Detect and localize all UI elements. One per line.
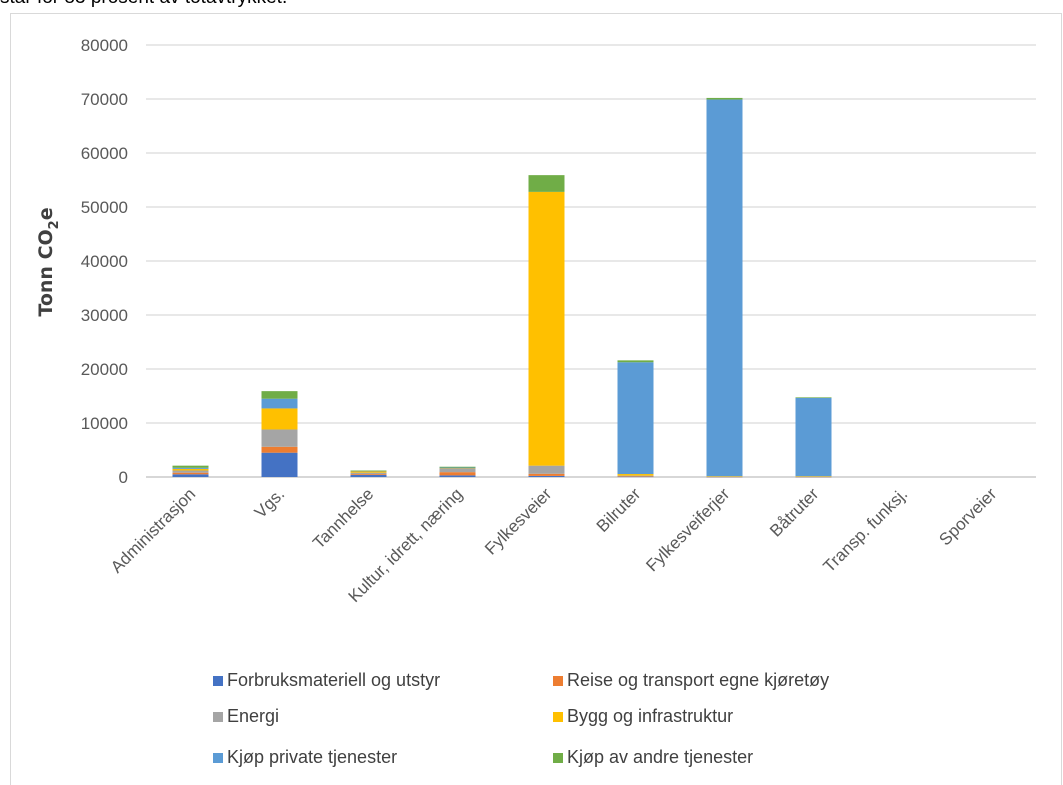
legend-label: Kjøp av andre tjenester <box>567 747 753 767</box>
y-axis-title-suffix: e <box>35 207 57 220</box>
bar-segment <box>439 468 476 473</box>
bar-segment <box>706 99 743 477</box>
bar-segment <box>439 467 476 469</box>
y-tick-label: 80000 <box>81 36 128 55</box>
bar-segment <box>350 470 387 472</box>
y-tick-label: 60000 <box>81 144 128 163</box>
legend-label: Energi <box>227 706 279 726</box>
bar-segment <box>172 465 209 468</box>
bar-segment <box>261 398 298 409</box>
legend-label: Forbruksmateriell og utstyr <box>227 670 440 690</box>
bars <box>172 97 832 478</box>
bar-segment <box>172 474 209 477</box>
x-tick-label: Fylkesveiferjer <box>642 484 733 575</box>
legend-swatch <box>213 676 223 686</box>
bar-segment <box>350 474 387 477</box>
bar-segment <box>795 397 832 398</box>
bar-segment <box>617 476 654 477</box>
y-tick-label: 30000 <box>81 306 128 325</box>
bar-segment <box>706 476 743 477</box>
bar-segment <box>439 475 476 477</box>
y-tick-label: 20000 <box>81 360 128 379</box>
legend-swatch <box>553 712 563 722</box>
bar-segment <box>528 465 565 474</box>
legend-swatch <box>553 753 563 763</box>
page-caption: står for 83 prosent av totavtrykket. <box>0 0 287 9</box>
bar-segment <box>350 472 387 475</box>
y-axis-title-sub: 2 <box>47 220 62 229</box>
bar-segment <box>706 97 743 100</box>
y-tick-label: 70000 <box>81 90 128 109</box>
bar-segment <box>172 470 209 473</box>
bar-segment <box>528 175 565 192</box>
bar-segment <box>528 473 565 476</box>
y-tick-label: 50000 <box>81 198 128 217</box>
x-tick-label: Bilruter <box>593 484 645 536</box>
y-tick-label: 40000 <box>81 252 128 271</box>
legend-swatch <box>213 753 223 763</box>
bar-segment <box>261 446 298 453</box>
bar-segment <box>617 475 654 477</box>
legend-label: Kjøp private tjenester <box>227 747 397 767</box>
y-tick-label: 10000 <box>81 414 128 433</box>
bar-segment <box>350 474 387 475</box>
bar-segment <box>617 474 654 476</box>
bar-segment <box>617 362 654 475</box>
bar-segment <box>261 408 298 430</box>
bar-segment <box>439 472 476 476</box>
x-tick-label: Tannhelse <box>309 484 377 552</box>
bar-segment <box>795 476 832 477</box>
bar-segment <box>261 429 298 447</box>
x-tick-label: Båtruter <box>766 484 822 540</box>
x-tick-label: Administrasjon <box>107 484 199 576</box>
legend-swatch <box>553 676 563 686</box>
bar-segment <box>172 472 209 475</box>
bar-segment <box>261 452 298 477</box>
x-tick-label: Transp. funksj. <box>820 484 912 576</box>
x-tick-label: Sporveier <box>935 484 1000 549</box>
bar-segment <box>261 391 298 399</box>
y-tick-label: 0 <box>119 468 128 487</box>
bar-segment <box>439 466 476 468</box>
bar-segment <box>172 467 209 469</box>
bar-segment <box>528 191 565 466</box>
bar-segment <box>350 471 387 473</box>
bar-segment <box>617 360 654 363</box>
x-tick-label: Fylkesveier <box>481 484 555 558</box>
legend: Forbruksmateriell og utstyr Reise og tran… <box>213 670 829 767</box>
x-tick-label: Vgs. <box>251 484 288 521</box>
legend-label: Bygg og infrastruktur <box>567 706 733 726</box>
y-axis-title-main: Tonn CO <box>35 229 57 316</box>
bar-segment <box>528 475 565 477</box>
legend-swatch <box>213 712 223 722</box>
bar-segment <box>172 468 209 471</box>
legend-label: Reise og transport egne kjøretøy <box>567 670 829 690</box>
y-axis-ticks: 0 10000 20000 30000 40000 50000 60000 70000 8000… <box>81 36 128 487</box>
y-axis-title: Tonn CO2e <box>35 207 62 316</box>
bar-segment <box>795 397 832 477</box>
